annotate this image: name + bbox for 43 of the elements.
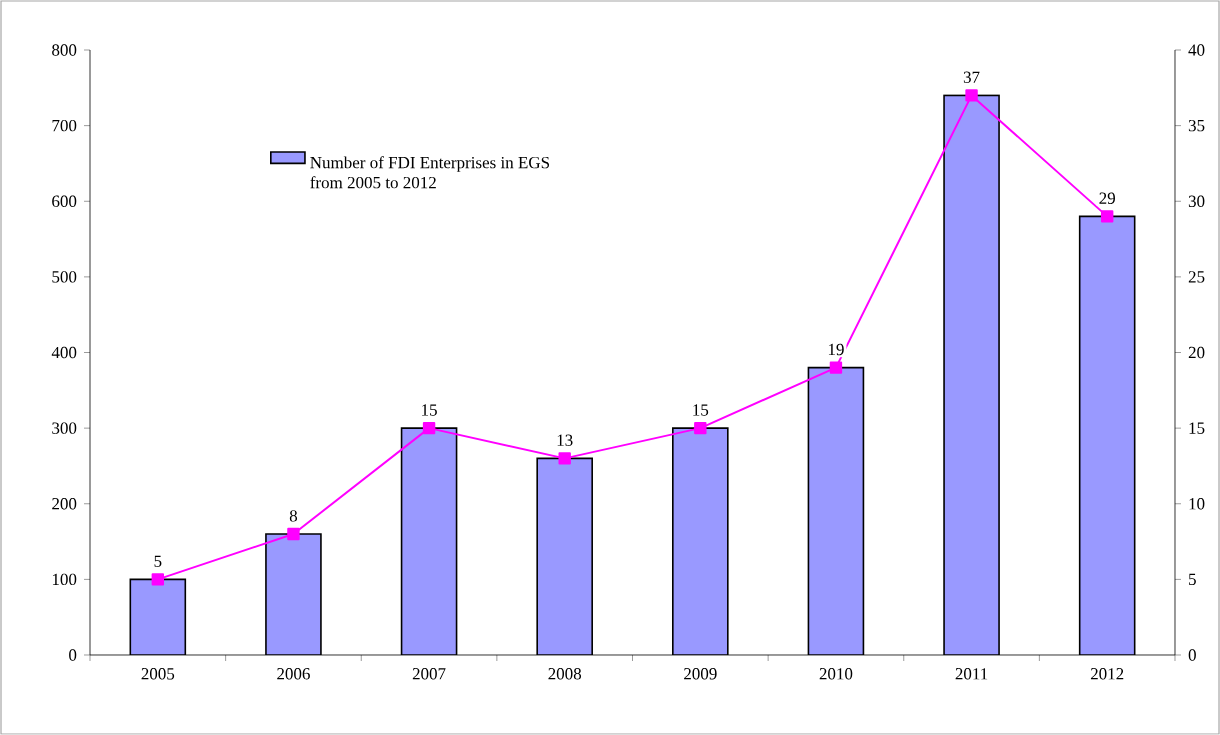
data-label: 13 bbox=[557, 434, 573, 446]
x-tick-label: 2007 bbox=[412, 668, 446, 680]
y2-tick-label: 40 bbox=[1188, 44, 1205, 56]
x-tick-label: 2005 bbox=[141, 668, 175, 680]
legend-label: Number of FDI Enterprises in EGS from 2005 to 2012 bbox=[310, 156, 550, 189]
x-tick-label: 2008 bbox=[548, 668, 582, 680]
data-label: 37 bbox=[963, 71, 980, 83]
y-tick-label: 200 bbox=[52, 498, 77, 510]
y-tick-label: 500 bbox=[52, 271, 77, 283]
y-tick-label: 100 bbox=[52, 573, 77, 586]
x-tick-label: 2006 bbox=[277, 668, 310, 680]
y-tick-label: 700 bbox=[52, 119, 77, 132]
data-label: 8 bbox=[289, 510, 298, 522]
y-tick-label: 400 bbox=[51, 346, 77, 359]
y-tick-label: 600 bbox=[52, 195, 77, 207]
y2-tick-label: 0 bbox=[1188, 649, 1196, 661]
y2-tick-label: 25 bbox=[1188, 271, 1205, 283]
y2-tick-label: 5 bbox=[1189, 573, 1196, 586]
y2-tick-label: 10 bbox=[1189, 498, 1205, 510]
y2-tick-label: 15 bbox=[1189, 422, 1205, 434]
point bbox=[287, 527, 300, 541]
point bbox=[422, 421, 436, 435]
x-tick-label: 2011 bbox=[955, 668, 988, 680]
data-label: 5 bbox=[154, 555, 162, 567]
point bbox=[151, 573, 165, 586]
y2-tick-label: 20 bbox=[1188, 346, 1205, 359]
data-label: 29 bbox=[1099, 192, 1115, 204]
point bbox=[965, 89, 978, 102]
point bbox=[558, 452, 571, 465]
point bbox=[694, 421, 707, 435]
point bbox=[829, 361, 843, 374]
x-tick-label: 2012 bbox=[1090, 668, 1124, 680]
data-label: 15 bbox=[422, 404, 437, 416]
y-tick-label: 0 bbox=[69, 649, 77, 661]
data-label: 15 bbox=[693, 404, 709, 416]
y-tick-label: 300 bbox=[52, 422, 77, 434]
point bbox=[1100, 210, 1114, 223]
data-label: 19 bbox=[828, 343, 844, 356]
y2-tick-label: 30 bbox=[1188, 195, 1205, 207]
x-tick-label: 2009 bbox=[684, 668, 717, 680]
y-tick-label: 800 bbox=[52, 44, 77, 56]
y2-tick-label: 35 bbox=[1188, 119, 1205, 132]
x-tick-label: 2010 bbox=[819, 668, 853, 680]
